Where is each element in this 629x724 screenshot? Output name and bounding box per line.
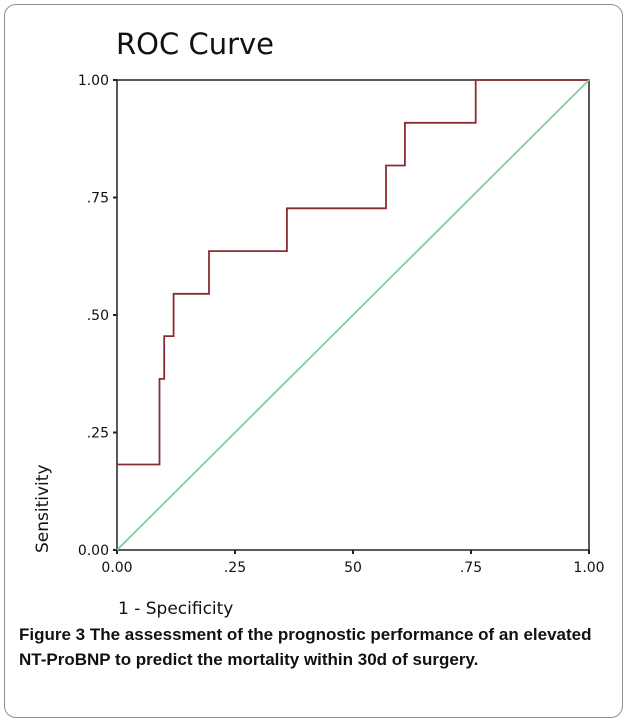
y-tick-label: 1.00 <box>78 73 109 89</box>
series-layer <box>116 79 590 551</box>
roc-curve-line <box>117 79 589 466</box>
chart-title: ROC Curve <box>116 27 274 61</box>
y-tick-label: .50 <box>87 308 109 324</box>
y-tick-label: 0.00 <box>78 543 109 559</box>
caption-text: The assessment of the prognostic perform… <box>19 625 592 669</box>
x-tick-label: 1.00 <box>573 560 604 576</box>
y-tick-label: .25 <box>87 426 109 442</box>
x-axis: 0.00 .25 50 .75 1.00 <box>101 550 605 576</box>
y-tick-label: .75 <box>87 191 109 207</box>
x-tick-label: .75 <box>460 560 482 576</box>
x-tick-label: 0.00 <box>101 560 132 576</box>
x-tick-label: 50 <box>344 560 362 576</box>
x-axis-label: 1 - Specificity <box>118 599 233 619</box>
figure-caption: Figure 3 The assessment of the prognosti… <box>19 622 609 672</box>
y-axis: 0.00 .25 .50 .75 1.00 <box>78 73 117 559</box>
reference-diagonal-line <box>116 79 590 551</box>
figure-frame <box>4 4 623 718</box>
caption-label: Figure 3 <box>19 625 86 644</box>
x-tick-label: .25 <box>224 560 246 576</box>
y-axis-label: Sensitivity <box>33 464 53 553</box>
